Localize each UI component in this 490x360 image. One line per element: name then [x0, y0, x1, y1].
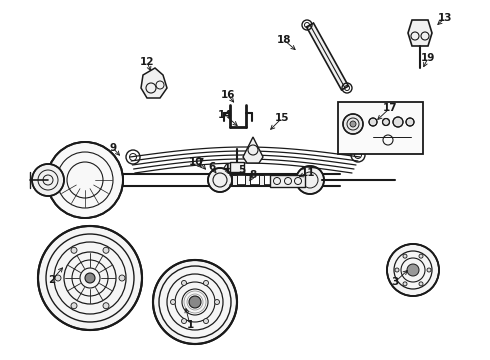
Circle shape: [119, 275, 125, 281]
Polygon shape: [141, 68, 167, 98]
Text: 4: 4: [222, 163, 230, 173]
Circle shape: [171, 300, 175, 305]
Bar: [270, 175, 305, 187]
Circle shape: [85, 273, 95, 283]
Text: 2: 2: [49, 275, 56, 285]
Circle shape: [55, 275, 61, 281]
Polygon shape: [307, 23, 348, 90]
Circle shape: [32, 164, 64, 196]
Text: 17: 17: [383, 103, 397, 113]
Circle shape: [350, 121, 356, 127]
Circle shape: [383, 118, 390, 126]
Text: 16: 16: [221, 90, 235, 100]
Circle shape: [343, 114, 363, 134]
Text: 14: 14: [218, 110, 232, 120]
Circle shape: [419, 282, 423, 286]
Circle shape: [393, 117, 403, 127]
Text: 12: 12: [140, 57, 154, 67]
Text: 18: 18: [277, 35, 291, 45]
Circle shape: [103, 303, 109, 309]
Circle shape: [47, 142, 123, 218]
Circle shape: [407, 264, 419, 276]
Circle shape: [71, 247, 77, 253]
Text: 8: 8: [249, 170, 257, 180]
Bar: [232, 175, 237, 185]
Circle shape: [38, 226, 142, 330]
Text: 3: 3: [392, 277, 399, 287]
Text: 5: 5: [238, 165, 245, 175]
Text: 6: 6: [208, 162, 216, 172]
Bar: [272, 175, 277, 185]
Circle shape: [403, 282, 407, 286]
Circle shape: [203, 319, 209, 324]
Bar: [259, 175, 264, 185]
Circle shape: [215, 300, 220, 305]
Text: 19: 19: [421, 53, 435, 63]
Bar: [230, 162, 244, 172]
Text: 7: 7: [196, 158, 204, 168]
Circle shape: [189, 296, 201, 308]
Circle shape: [203, 280, 209, 285]
Circle shape: [406, 118, 414, 126]
Text: 9: 9: [109, 143, 117, 153]
Text: 1: 1: [186, 320, 194, 330]
Text: 11: 11: [301, 168, 315, 178]
Circle shape: [403, 254, 407, 258]
Circle shape: [181, 319, 187, 324]
Circle shape: [181, 280, 187, 285]
Circle shape: [153, 260, 237, 344]
Circle shape: [427, 268, 431, 272]
Circle shape: [208, 168, 232, 192]
Circle shape: [419, 254, 423, 258]
Text: 10: 10: [189, 157, 203, 167]
Circle shape: [103, 247, 109, 253]
Circle shape: [296, 166, 324, 194]
Polygon shape: [408, 20, 432, 46]
Bar: [338, 102, 423, 154]
Polygon shape: [243, 137, 263, 163]
Circle shape: [387, 244, 439, 296]
Text: 13: 13: [438, 13, 452, 23]
Circle shape: [369, 118, 377, 126]
Text: 15: 15: [275, 113, 289, 123]
Circle shape: [71, 303, 77, 309]
Circle shape: [395, 268, 399, 272]
Bar: [245, 175, 250, 185]
